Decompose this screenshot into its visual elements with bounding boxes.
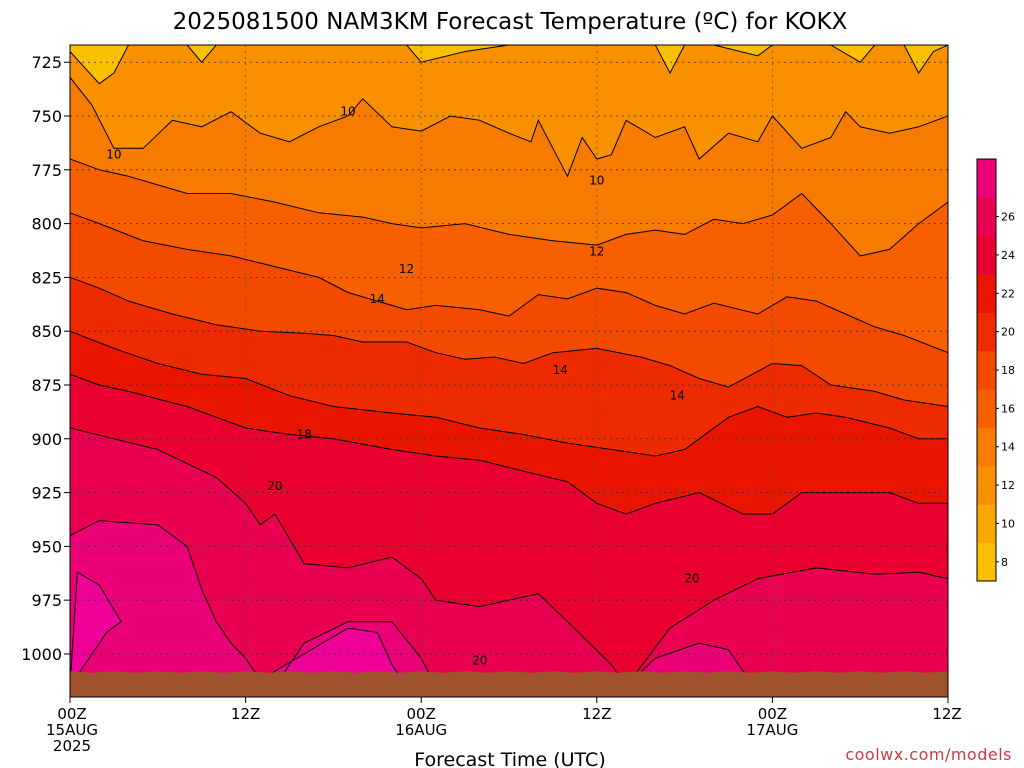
source-credit: coolwx.com/models	[845, 745, 1012, 764]
band-17-contour	[70, 330, 948, 457]
ground-surface	[70, 671, 948, 697]
band-9-contour	[70, 76, 948, 178]
contour-label: 12	[399, 262, 414, 276]
x-tick-label: 12Z	[582, 705, 611, 723]
x-tick-label: 17AUG	[746, 721, 798, 739]
contour-label: 10	[589, 174, 604, 188]
band-25b-fill	[260, 628, 407, 687]
colorbar-tick-label: 26	[1001, 211, 1015, 224]
band-19-contour	[70, 373, 948, 515]
y-tick-label: 900	[31, 430, 62, 449]
colorbar-tick-label: 24	[1001, 249, 1015, 262]
y-axis: 725 750 775 800 825 850 875 900 925 950 975 1000	[21, 53, 70, 664]
contour-lines	[70, 45, 948, 688]
colorbar-tick-label: 12	[1001, 479, 1015, 492]
x-tick-label: 2025	[53, 737, 91, 755]
band-23-fill	[70, 520, 261, 687]
contour-label: 14	[553, 363, 568, 377]
band-11-contour	[70, 158, 948, 257]
x-tick-label: 12Z	[231, 705, 260, 723]
y-tick-label: 825	[31, 268, 62, 287]
band-23-contour	[70, 520, 262, 687]
chart-title: 2025081500 NAM3KM Forecast Temperature (…	[173, 9, 848, 35]
x-tick-label: 00Z	[758, 705, 787, 723]
band-13-contour	[70, 212, 948, 354]
contour-label: 20	[684, 572, 699, 586]
y-tick-label: 725	[31, 53, 62, 72]
colorbar-tick-label: 8	[1001, 556, 1008, 569]
contour-label: 20	[267, 479, 282, 493]
colorbar-swatch	[977, 389, 996, 429]
y-tick-label: 950	[31, 537, 62, 556]
y-tick-label: 775	[31, 161, 62, 180]
x-tick-label: 12Z	[932, 705, 961, 723]
colorbar-swatch	[977, 465, 996, 505]
colorbar-swatch	[977, 235, 996, 275]
x-axis-label: Forecast Time (UTC)	[414, 749, 605, 768]
contour-label: 12	[589, 245, 604, 259]
band-21b-contour	[625, 567, 948, 687]
y-tick-label: 850	[31, 322, 62, 341]
plot-area: 10 10 10 12 12 14 14 14 18 20 20 20	[70, 45, 948, 697]
band-15-contour	[70, 276, 948, 407]
colorbar-swatch	[977, 197, 996, 237]
colorbar-swatch	[977, 350, 996, 390]
colorbar-swatch	[977, 504, 996, 544]
y-tick-label: 975	[31, 591, 62, 610]
y-tick-label: 1000	[21, 645, 62, 664]
x-tick-label: 00Z	[407, 705, 436, 723]
colorbar-swatch	[977, 427, 996, 467]
y-tick-label: 875	[31, 376, 62, 395]
y-tick-label: 750	[31, 107, 62, 126]
x-tick-label: 16AUG	[395, 721, 447, 739]
band-7-contour	[70, 45, 948, 85]
contour-label: 10	[106, 148, 121, 162]
plot-frame	[69, 44, 949, 698]
contour-labels: 10 10 10 12 12 14 14 14 18 20 20 20	[106, 105, 699, 668]
x-tick-label: 00Z	[57, 705, 86, 723]
band-7-top-fill	[70, 45, 948, 84]
colorbar-swatch	[977, 274, 996, 313]
x-tick-label: 15AUG	[46, 721, 98, 739]
colorbar-swatch	[977, 312, 996, 352]
colorbar-tick-label: 14	[1001, 441, 1015, 454]
band-21-contour	[70, 427, 628, 687]
grid-lines	[70, 45, 948, 697]
colorbar-tick-label: 20	[1001, 326, 1015, 339]
colorbar-swatch	[977, 159, 996, 198]
temperature-bands	[70, 45, 948, 697]
colorbar-tick-label: 22	[1001, 287, 1015, 300]
colorbar: 8 10 12 14 16 18 20 22 24 26	[976, 158, 1015, 582]
colorbar-swatch	[977, 542, 996, 582]
y-tick-label: 925	[31, 484, 62, 503]
y-tick-label: 800	[31, 215, 62, 234]
band-9-fill	[70, 45, 948, 177]
band-25-contour	[70, 571, 122, 688]
colorbar-tick-label: 10	[1001, 517, 1015, 530]
contour-label: 10	[340, 105, 355, 119]
contour-label: 18	[296, 427, 311, 441]
colorbar-tick-label: 18	[1001, 364, 1015, 377]
colorbar-tick-label: 16	[1001, 402, 1015, 415]
contour-label: 14	[370, 292, 385, 306]
contour-label: 20	[472, 653, 487, 667]
contour-label: 14	[670, 389, 685, 403]
